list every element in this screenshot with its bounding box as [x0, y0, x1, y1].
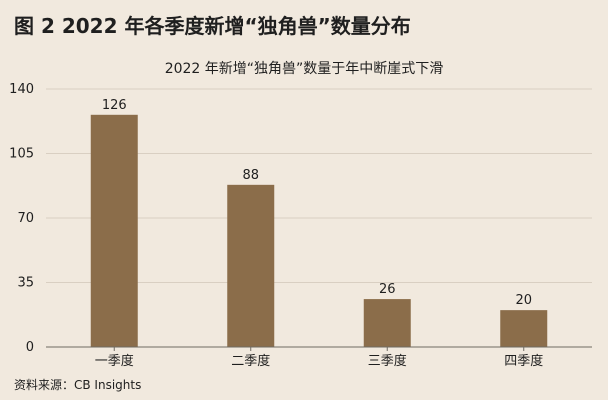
x-tick-label: 四季度: [504, 353, 543, 369]
y-tick-label: 140: [9, 82, 34, 97]
data-label: 20: [515, 293, 532, 308]
data-labels: 126 88 26 20: [102, 98, 532, 308]
bar: [363, 299, 411, 347]
data-label: 88: [242, 168, 259, 183]
bars: [90, 114, 548, 347]
y-tick-label: 70: [17, 211, 34, 226]
data-label: 26: [379, 282, 396, 297]
data-label: 126: [102, 98, 127, 113]
bar: [90, 114, 138, 347]
x-axis-ticks: 一季度 二季度 三季度 四季度: [95, 347, 543, 369]
bar: [500, 310, 548, 347]
y-axis-ticks: 0 35 70 105 140: [9, 82, 34, 355]
x-tick-label: 三季度: [368, 353, 407, 369]
y-tick-label: 105: [9, 147, 34, 162]
x-tick-label: 一季度: [95, 353, 134, 369]
bar: [227, 184, 275, 347]
figure-title: 图 2 2022 年各季度新增“独角兽”数量分布: [14, 14, 411, 38]
x-tick-label: 二季度: [231, 353, 270, 369]
y-tick-label: 0: [26, 340, 34, 355]
chart-title: 2022 年新增“独角兽”数量于年中断崖式下滑: [164, 61, 444, 77]
source-note: 资料来源：CB Insights: [14, 378, 142, 392]
y-tick-label: 35: [17, 276, 34, 291]
